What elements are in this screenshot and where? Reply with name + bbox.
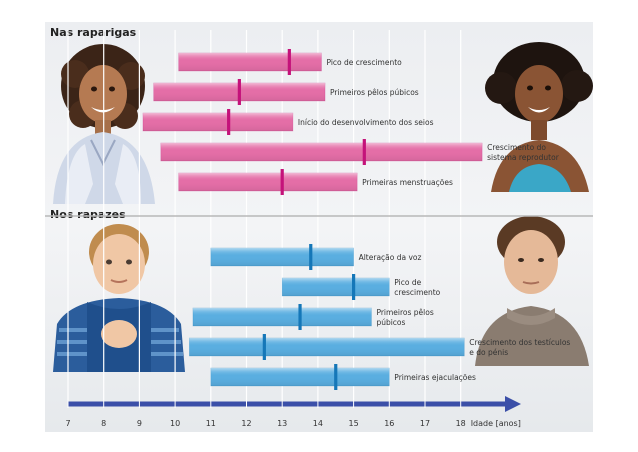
boys-bar-label: e do pénis: [469, 348, 508, 357]
boys-peak-marker: [334, 364, 338, 390]
age-tick-label: 18: [456, 419, 466, 428]
girls-bar-label: Crescimento do: [487, 143, 546, 152]
boys-bar-label: Primeiras ejaculações: [394, 373, 476, 382]
girls-section-title: Nas raparigas: [50, 26, 137, 39]
boys-bar: Alteração da voz: [210, 244, 422, 270]
young-man-photo: [475, 216, 589, 366]
boys-section-title: Nos rapazes: [50, 208, 126, 221]
girls-bar: Primeiras menstruações: [178, 169, 453, 195]
boys-peak-marker: [352, 274, 356, 300]
boys-bar-shine: [189, 338, 465, 356]
girls-bar-label: Primeiras menstruações: [362, 178, 453, 187]
boys-peak-marker: [262, 334, 266, 360]
age-axis-arrowhead: [505, 396, 521, 412]
boys-peak-marker: [298, 304, 302, 330]
boys-bar: Primeiras ejaculações: [210, 364, 476, 390]
boys-bar-label: Primeiros pêlos: [376, 308, 433, 317]
age-tick-label: 9: [137, 419, 142, 428]
boys-peak-marker: [309, 244, 313, 270]
girls-bar-shine: [142, 113, 293, 131]
girls-bar: Início do desenvolvimento dos seios: [142, 109, 434, 135]
girls-peak-marker: [227, 109, 231, 135]
girls-bar-label: Primeiros pêlos púbicos: [330, 88, 419, 97]
age-tick-label: 7: [65, 419, 70, 428]
girls-bar-shine: [160, 143, 483, 161]
boys-bar-shine: [210, 248, 354, 266]
girls-bar-shine: [178, 173, 358, 191]
age-tick-label: 10: [170, 419, 180, 428]
age-tick-label: 8: [101, 419, 106, 428]
boys-bar-label: Pico de: [394, 278, 421, 287]
age-tick-label: 16: [384, 419, 394, 428]
age-tick-label: 11: [206, 419, 216, 428]
age-axis-label: Idade [anos]: [471, 419, 521, 428]
timeline-chart: Pico de crescimento Primeiros pêlos púbic…: [45, 30, 593, 428]
age-tick-label: 12: [241, 419, 251, 428]
boys-bar-shine: [192, 308, 372, 326]
age-tick-label: 15: [349, 419, 359, 428]
girls-peak-marker: [362, 139, 366, 165]
boys-bar-label: crescimento: [394, 288, 440, 297]
girls-bar: Primeiros pêlos púbicos: [153, 79, 419, 105]
girls-bar-label: sistema reprodutor: [487, 153, 560, 162]
age-tick-label: 13: [277, 419, 287, 428]
boys-bar-shine: [210, 368, 390, 386]
young-woman-photo: [485, 42, 593, 192]
girls-peak-marker: [287, 49, 291, 75]
boys-bar-shine: [282, 278, 390, 296]
girl-child-photo: [53, 44, 155, 204]
girls-bar-label: Pico de crescimento: [326, 58, 402, 67]
girls-peak-marker: [280, 169, 284, 195]
boys-bar-label: Alteração da voz: [359, 253, 422, 262]
age-tick-label: 17: [420, 419, 430, 428]
puberty-timeline-figure: Nas raparigas Nos rapazes: [45, 22, 593, 432]
age-tick-label: 14: [313, 419, 323, 428]
girls-bar: Pico de crescimento: [178, 49, 402, 75]
boys-bar-label: púbicos: [376, 318, 405, 327]
boys-bar-label: Crescimento dos testículos: [469, 338, 570, 347]
girls-bar-label: Início do desenvolvimento dos seios: [298, 118, 434, 127]
girls-peak-marker: [237, 79, 241, 105]
girls-bar-shine: [178, 53, 322, 71]
